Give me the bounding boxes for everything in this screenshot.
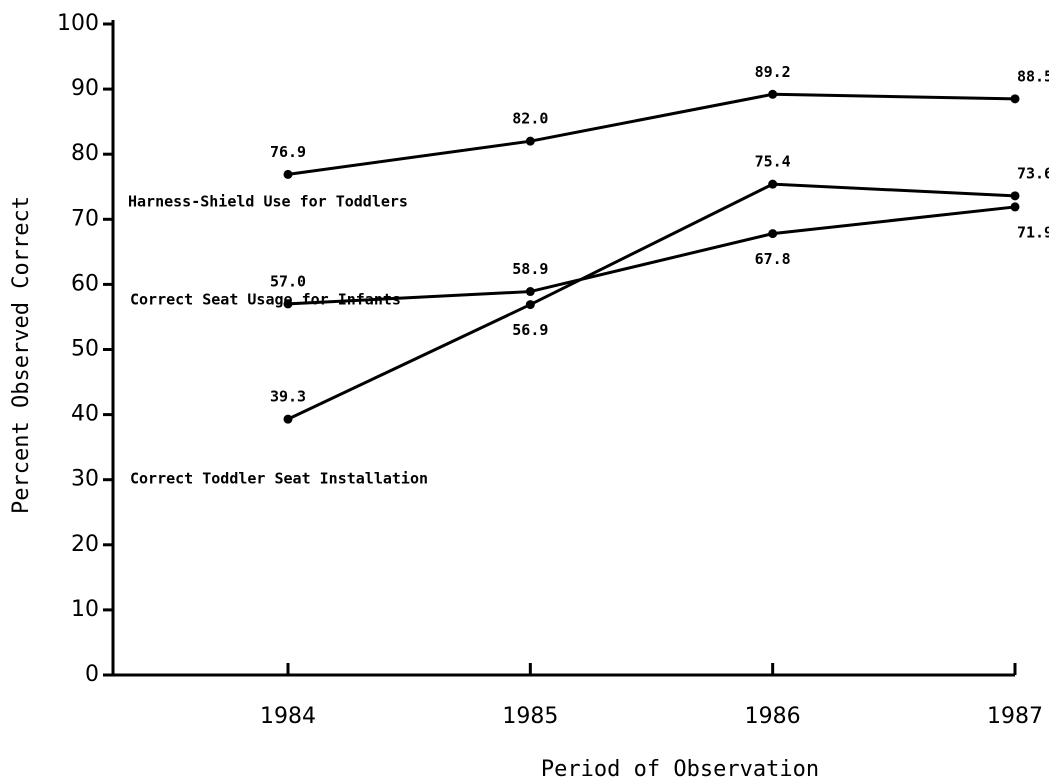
y-tick-label: 50: [71, 337, 99, 362]
y-tick-label: 30: [71, 467, 99, 492]
data-point: [525, 300, 535, 310]
data-point: [525, 287, 535, 297]
x-tick-label: 1985: [502, 704, 558, 729]
data-point: [768, 229, 778, 239]
y-tick-label: 10: [71, 597, 99, 622]
data-point: [283, 414, 293, 424]
data-label: 56.9: [512, 321, 548, 339]
data-point: [768, 179, 778, 189]
data-point: [768, 89, 778, 99]
x-tick-label: 1986: [745, 704, 801, 729]
series-label: Harness-Shield Use for Toddlers: [128, 193, 408, 211]
data-point: [1010, 94, 1020, 104]
y-tick-label: 20: [71, 532, 99, 557]
y-tick-label: 0: [85, 662, 99, 687]
y-tick-label: 70: [71, 206, 99, 231]
data-label: 57.0: [270, 272, 306, 290]
data-label: 88.5: [1017, 67, 1049, 85]
y-axis-title: Percent Observed Correct: [9, 196, 34, 514]
data-label: 75.4: [755, 153, 791, 171]
series-label: Correct Seat Usage for Infants: [130, 291, 401, 309]
data-label: 76.9: [270, 143, 306, 161]
data-point: [1010, 202, 1020, 212]
x-tick-label: 1984: [260, 704, 316, 729]
data-point: [1010, 191, 1020, 201]
data-label: 71.9: [1017, 223, 1049, 241]
y-tick-label: 40: [71, 402, 99, 427]
series-line: [287, 92, 1016, 176]
data-point: [283, 169, 293, 179]
y-tick-label: 90: [71, 76, 99, 101]
data-point: [283, 299, 293, 309]
data-label: 89.2: [755, 63, 791, 81]
series-line: [287, 205, 1016, 306]
series-label: Correct Toddler Seat Installation: [130, 470, 428, 488]
x-axis-title: Period of Observation: [541, 757, 819, 782]
data-label: 82.0: [512, 110, 548, 128]
data-point: [525, 136, 535, 146]
data-label: 39.3: [270, 388, 306, 406]
data-label: 73.6: [1017, 164, 1049, 182]
series-line: [287, 182, 1016, 421]
y-tick-label: 100: [57, 11, 99, 36]
y-tick-label: 60: [71, 271, 99, 296]
data-label: 58.9: [512, 260, 548, 278]
data-label: 67.8: [755, 250, 791, 268]
x-tick-label: 1987: [987, 704, 1043, 729]
y-tick-label: 80: [71, 141, 99, 166]
